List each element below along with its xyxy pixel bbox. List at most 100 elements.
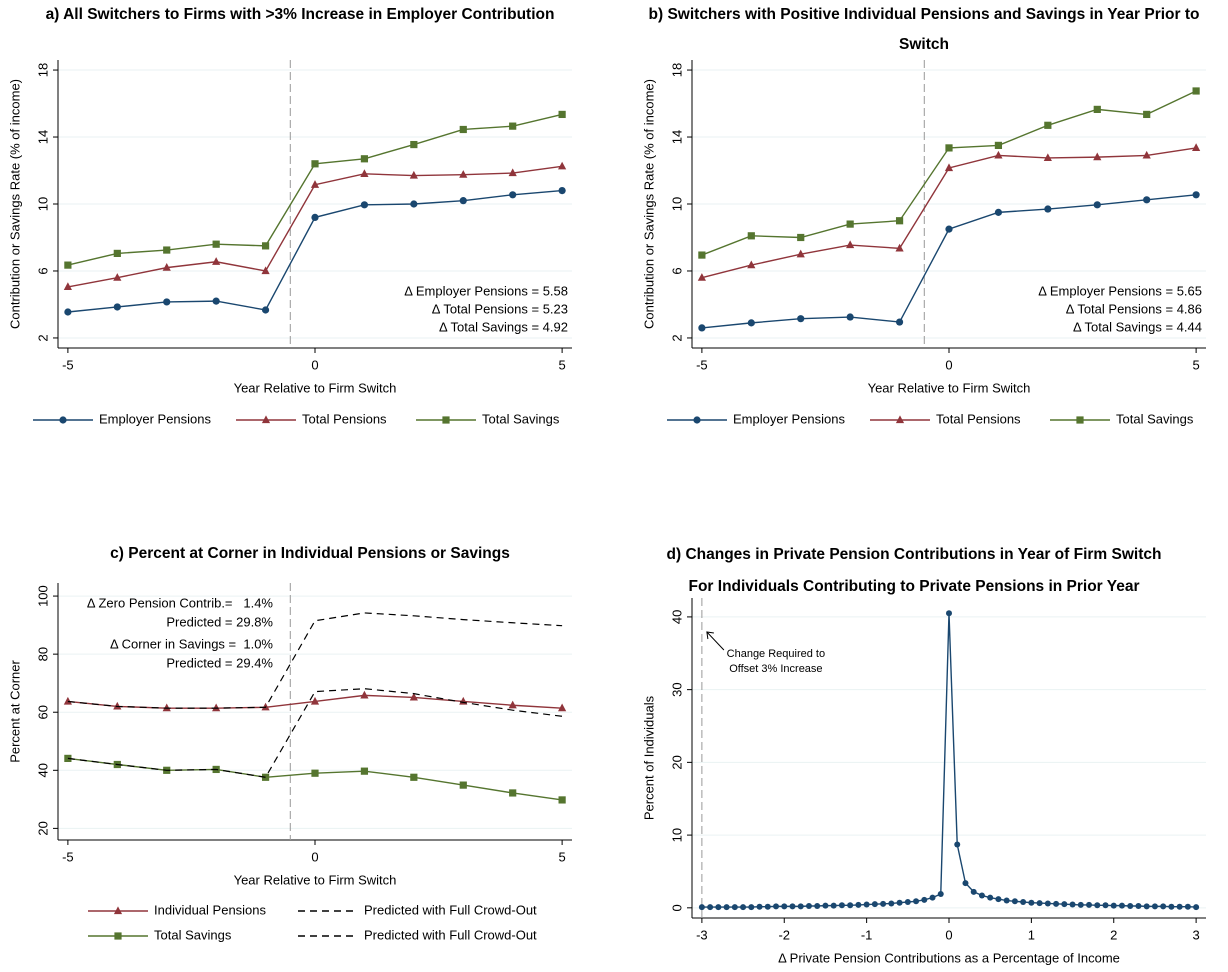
legend-marker	[59, 416, 67, 424]
data-point	[698, 904, 705, 911]
data-point	[789, 903, 796, 910]
annotation: Change Required to	[727, 648, 825, 660]
y-axis-title: Contribution or Savings Rate (% of incom…	[641, 79, 656, 329]
data-point	[1036, 900, 1043, 907]
y-tick-label: 14	[669, 130, 684, 144]
data-point	[797, 233, 805, 242]
data-point	[945, 225, 953, 233]
legend-marker	[114, 932, 122, 940]
data-point	[162, 703, 171, 712]
data-point	[261, 266, 270, 275]
data-point	[1094, 902, 1101, 909]
data-point	[509, 191, 517, 199]
annotation: Predicted = 29.4%	[166, 655, 273, 670]
y-tick-label: 30	[669, 682, 684, 696]
y-tick-label: 10	[669, 828, 684, 842]
data-point	[838, 902, 845, 909]
y-tick-label: 10	[669, 197, 684, 211]
legend-marker	[1076, 416, 1084, 424]
data-point	[261, 306, 270, 314]
data-point	[558, 161, 567, 170]
data-point	[113, 701, 122, 710]
y-tick-label: 40	[669, 610, 684, 624]
legend-label: Total Savings	[482, 411, 560, 426]
data-point	[1044, 121, 1052, 129]
data-point	[410, 773, 418, 781]
data-point	[1193, 904, 1200, 911]
data-point	[944, 163, 954, 172]
data-point	[937, 891, 944, 897]
chart-title: a) All Switchers to Firms with >3% Incre…	[45, 6, 555, 23]
data-point	[1118, 902, 1125, 909]
legend-marker	[442, 416, 450, 424]
data-point	[1020, 899, 1027, 905]
data-point	[846, 220, 854, 228]
data-point	[796, 249, 805, 258]
x-tick-label: -1	[861, 927, 873, 942]
data-point	[509, 789, 517, 797]
data-point	[360, 767, 369, 775]
data-point	[747, 319, 755, 327]
data-point	[162, 263, 171, 271]
data-point	[311, 213, 319, 221]
x-tick-label: 3	[1192, 927, 1199, 942]
y-tick-label: 40	[35, 763, 50, 777]
data-point	[1192, 143, 1201, 152]
x-tick-label: 2	[1110, 927, 1117, 942]
x-tick-label: 0	[945, 357, 952, 372]
data-point	[987, 894, 994, 901]
data-point	[698, 251, 706, 259]
y-axis-title: Percent of Individuals	[641, 695, 656, 820]
data-point	[822, 902, 829, 909]
legend-label: Individual Pensions	[154, 902, 267, 917]
data-point	[764, 903, 771, 910]
legend-label: Total Pensions	[936, 411, 1021, 426]
data-point	[163, 246, 171, 254]
data-point	[63, 696, 72, 705]
x-tick-label: 0	[945, 927, 952, 942]
data-point	[994, 208, 1003, 216]
data-point	[994, 150, 1003, 159]
data-point	[459, 170, 468, 178]
data-point	[863, 901, 870, 908]
annotation: Δ Total Pensions = 5.23	[432, 301, 568, 316]
data-point	[707, 904, 714, 911]
data-point	[747, 260, 756, 269]
data-point	[1176, 903, 1183, 910]
data-point	[731, 904, 738, 911]
data-point	[855, 901, 862, 908]
data-point	[1143, 196, 1151, 204]
y-tick-label: 0	[669, 904, 684, 911]
legend-label: Predicted with Full Crowd-Out	[364, 902, 537, 917]
data-point	[1044, 900, 1051, 907]
series-line	[67, 612, 563, 709]
y-axis-title: Contribution or Savings Rate (% of incom…	[7, 79, 22, 329]
data-point	[1168, 903, 1175, 910]
data-point	[1011, 898, 1018, 905]
data-point	[63, 282, 72, 290]
legend-marker	[261, 415, 271, 424]
x-axis-title: Year Relative to Firm Switch	[234, 380, 397, 395]
x-tick-label: -5	[62, 849, 74, 864]
data-point	[113, 249, 121, 257]
data-point	[212, 703, 221, 712]
data-point	[904, 899, 911, 905]
annotation-arrow	[706, 631, 725, 651]
data-point	[970, 888, 977, 895]
data-point	[846, 313, 854, 321]
data-point	[896, 899, 903, 906]
data-point	[871, 901, 878, 908]
y-tick-label: 18	[35, 63, 50, 77]
data-point	[558, 110, 566, 119]
data-point	[1053, 900, 1060, 907]
data-point	[410, 140, 418, 149]
y-tick-label: 2	[35, 334, 50, 341]
data-point	[797, 315, 805, 323]
data-point	[459, 197, 467, 205]
data-point	[945, 144, 953, 152]
data-point	[723, 904, 730, 911]
data-point	[1077, 901, 1084, 908]
data-point	[1143, 110, 1151, 119]
data-point	[310, 180, 320, 188]
